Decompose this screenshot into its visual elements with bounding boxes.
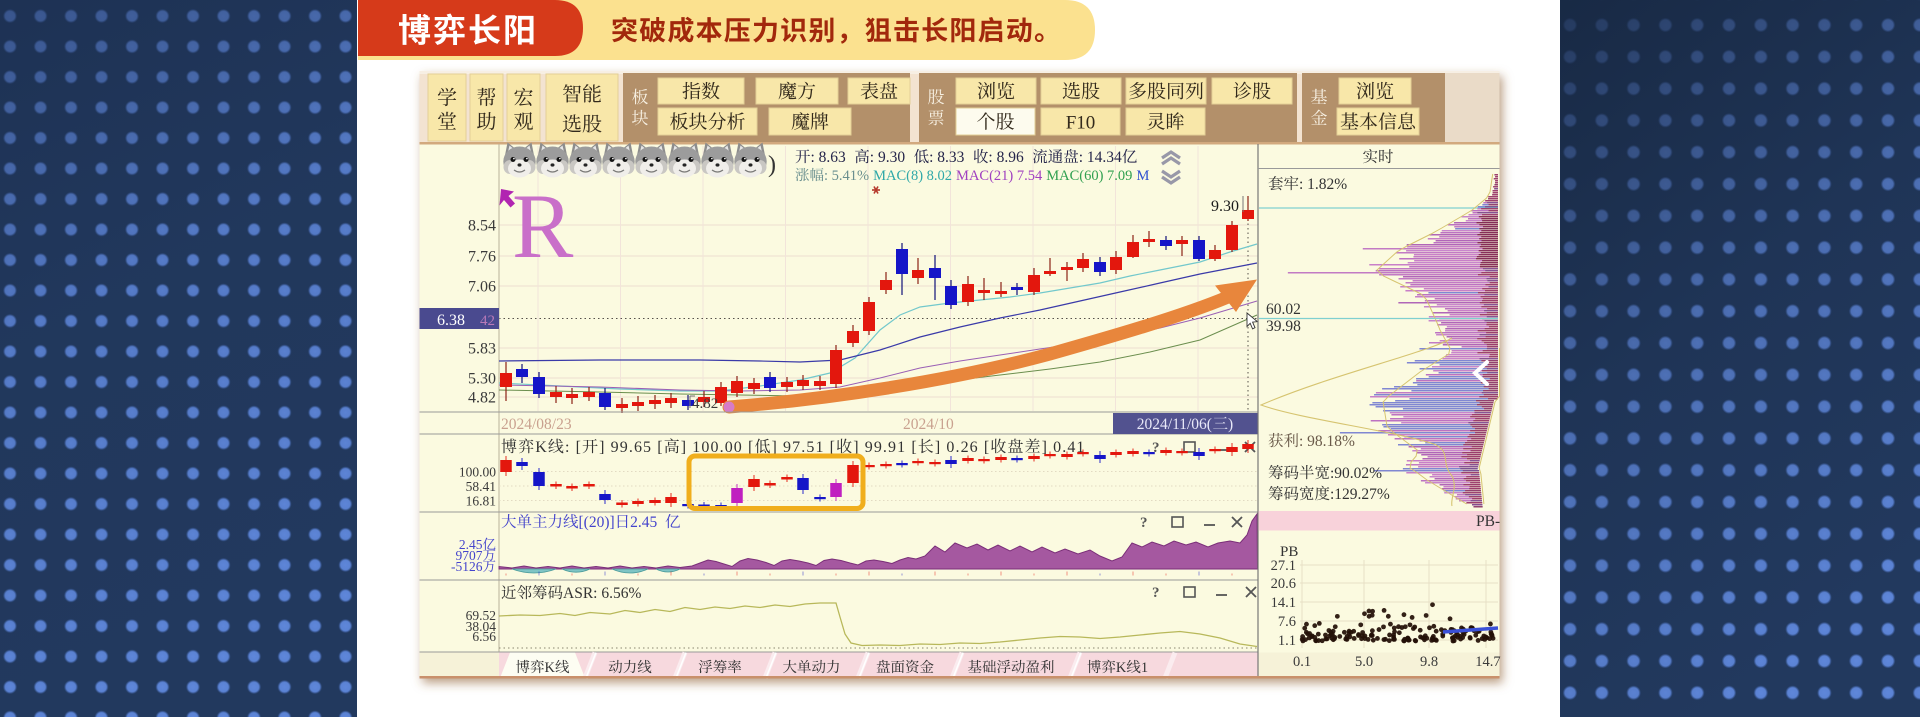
svg-text:K: K bbox=[545, 660, 556, 676]
svg-text:: 1.82%: : 1.82% bbox=[1299, 176, 1347, 193]
svg-text:6.38: 6.38 bbox=[437, 312, 465, 329]
svg-text:: 8.96: : 8.96 bbox=[988, 149, 1024, 166]
svg-text:27.1: 27.1 bbox=[1271, 558, 1296, 574]
svg-text:69.52: 69.52 bbox=[466, 608, 496, 623]
svg-text:2.45: 2.45 bbox=[630, 514, 657, 531]
svg-text:8.54: 8.54 bbox=[468, 218, 496, 235]
svg-text:9.8: 9.8 bbox=[1420, 654, 1438, 670]
svg-text:R: R bbox=[512, 175, 574, 277]
svg-text:5.30: 5.30 bbox=[468, 371, 496, 388]
svg-text:6.56: 6.56 bbox=[472, 629, 496, 644]
svg-text:1.1: 1.1 bbox=[1278, 633, 1296, 649]
svg-text:2.45: 2.45 bbox=[459, 537, 483, 552]
svg-text:] 99.65 [: ] 99.65 [ bbox=[599, 439, 664, 456]
svg-text:ASR: 6.56%: ASR: 6.56% bbox=[563, 585, 641, 602]
svg-text:7.06: 7.06 bbox=[468, 279, 496, 296]
svg-text:): ) bbox=[768, 152, 776, 178]
svg-text:20.6: 20.6 bbox=[1271, 576, 1296, 592]
svg-text:K: K bbox=[535, 439, 548, 456]
svg-text:?: ? bbox=[1152, 440, 1160, 456]
svg-text:0.1: 0.1 bbox=[1293, 654, 1311, 670]
svg-text::90.02%: :90.02% bbox=[1330, 465, 1382, 482]
svg-text:7.6: 7.6 bbox=[1278, 614, 1296, 630]
svg-text:1: 1 bbox=[1141, 660, 1148, 676]
svg-text:14.7: 14.7 bbox=[1475, 654, 1500, 670]
svg-text:] 97.51 [: ] 97.51 [ bbox=[772, 439, 837, 456]
svg-text:5.0: 5.0 bbox=[1355, 654, 1373, 670]
svg-text:: 8.33: : 8.33 bbox=[929, 149, 965, 166]
svg-text:: 98.18%: : 98.18% bbox=[1299, 433, 1355, 450]
svg-text:MAC(21) 7.54: MAC(21) 7.54 bbox=[956, 168, 1043, 184]
svg-text:2024/08/23: 2024/08/23 bbox=[501, 416, 572, 433]
svg-text:2024/11/06(: 2024/11/06( bbox=[1137, 416, 1212, 433]
svg-text:7.76: 7.76 bbox=[468, 249, 496, 266]
svg-text:: 8.63: : 8.63 bbox=[811, 149, 847, 166]
svg-text:] 0.41: ] 0.41 bbox=[1042, 439, 1086, 456]
svg-text:100.00: 100.00 bbox=[459, 465, 496, 480]
svg-text:: 14.34: : 14.34 bbox=[1079, 149, 1122, 166]
svg-text:F10: F10 bbox=[1066, 112, 1096, 133]
svg-text:9.30: 9.30 bbox=[1211, 198, 1239, 215]
svg-text:16.81: 16.81 bbox=[466, 494, 496, 509]
svg-text:?: ? bbox=[1140, 515, 1148, 531]
svg-text:42: 42 bbox=[480, 313, 495, 329]
svg-text:2024/10: 2024/10 bbox=[903, 416, 954, 433]
svg-text:): ) bbox=[1228, 416, 1233, 433]
svg-text:[(20)]: [(20)] bbox=[579, 514, 615, 531]
svg-text:MAC(60) 7.09: MAC(60) 7.09 bbox=[1046, 168, 1132, 184]
svg-text:MAC(8) 8.02: MAC(8) 8.02 bbox=[873, 168, 952, 184]
svg-text:?: ? bbox=[1152, 585, 1160, 601]
svg-text:K: K bbox=[1116, 660, 1127, 676]
svg-text:PB-RO: PB-RO bbox=[1476, 513, 1522, 530]
svg-text:] 99.91 [: ] 99.91 [ bbox=[853, 439, 918, 456]
svg-text:: 5.41%: : 5.41% bbox=[824, 168, 869, 184]
svg-text:] 100.00 [: ] 100.00 [ bbox=[681, 439, 755, 456]
svg-text:M: M bbox=[1136, 168, 1149, 184]
svg-text:4.82: 4.82 bbox=[468, 390, 496, 407]
svg-text:39.98: 39.98 bbox=[1266, 318, 1301, 335]
svg-text:58.41: 58.41 bbox=[466, 479, 496, 494]
svg-text:9707: 9707 bbox=[456, 548, 483, 563]
svg-text:PB: PB bbox=[1280, 544, 1298, 560]
svg-text::129.27%: :129.27% bbox=[1330, 486, 1390, 503]
svg-text:] 0.26 [: ] 0.26 [ bbox=[935, 439, 990, 456]
svg-text:60.02: 60.02 bbox=[1266, 301, 1301, 318]
svg-text:38.04: 38.04 bbox=[466, 619, 497, 634]
svg-text:14.1: 14.1 bbox=[1271, 595, 1296, 611]
svg-text:4.82: 4.82 bbox=[692, 396, 718, 412]
svg-text:-5126: -5126 bbox=[451, 559, 483, 574]
svg-text:: [: : [ bbox=[565, 439, 582, 456]
svg-text:: 9.30: : 9.30 bbox=[870, 149, 906, 166]
svg-text:5.83: 5.83 bbox=[468, 341, 496, 358]
